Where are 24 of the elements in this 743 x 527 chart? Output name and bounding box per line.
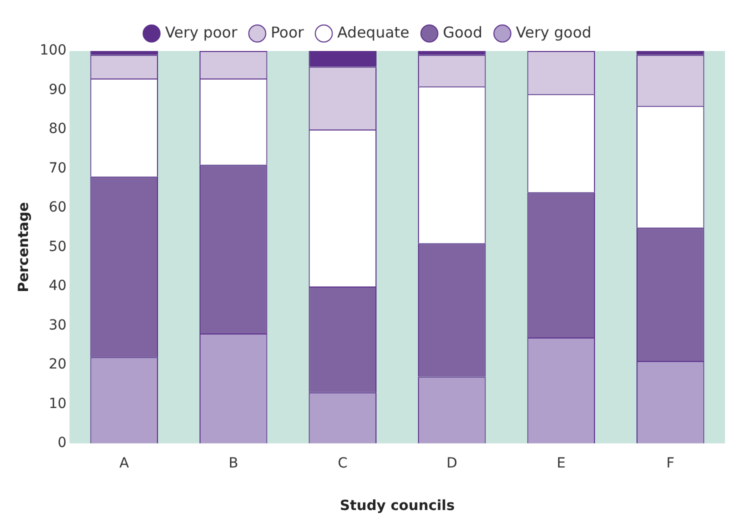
x-tick-label: C [338, 455, 348, 472]
y-tick-label: 90 [48, 82, 67, 98]
y-tick-label: 100 [40, 42, 67, 59]
x-tick-label: E [556, 455, 566, 472]
y-tick-label: 20 [48, 356, 67, 373]
y-tick-label: 30 [48, 317, 67, 334]
legend-label: Very good [516, 23, 592, 42]
y-tick-label: 70 [48, 160, 67, 176]
legend-label: Adequate [337, 23, 410, 42]
y-tick-label: 40 [48, 278, 67, 294]
y-tick-label: 60 [48, 200, 67, 216]
x-tick-label: B [228, 455, 238, 472]
y-tick-label: 10 [48, 396, 67, 412]
legend-label: Poor [270, 23, 305, 42]
y-tick-label: 50 [48, 238, 67, 255]
y-tick-label: 80 [48, 121, 67, 138]
y-tick-label: 0 [58, 435, 67, 452]
legend-label: Very poor [165, 23, 238, 42]
x-tick-label: A [119, 455, 130, 472]
x-axis-title: Study councils [340, 498, 455, 514]
x-tick-label: F [666, 455, 674, 472]
legend-label: Good [442, 23, 482, 42]
x-tick-label: D [446, 455, 458, 472]
y-axis-title: Percentage [16, 202, 32, 292]
